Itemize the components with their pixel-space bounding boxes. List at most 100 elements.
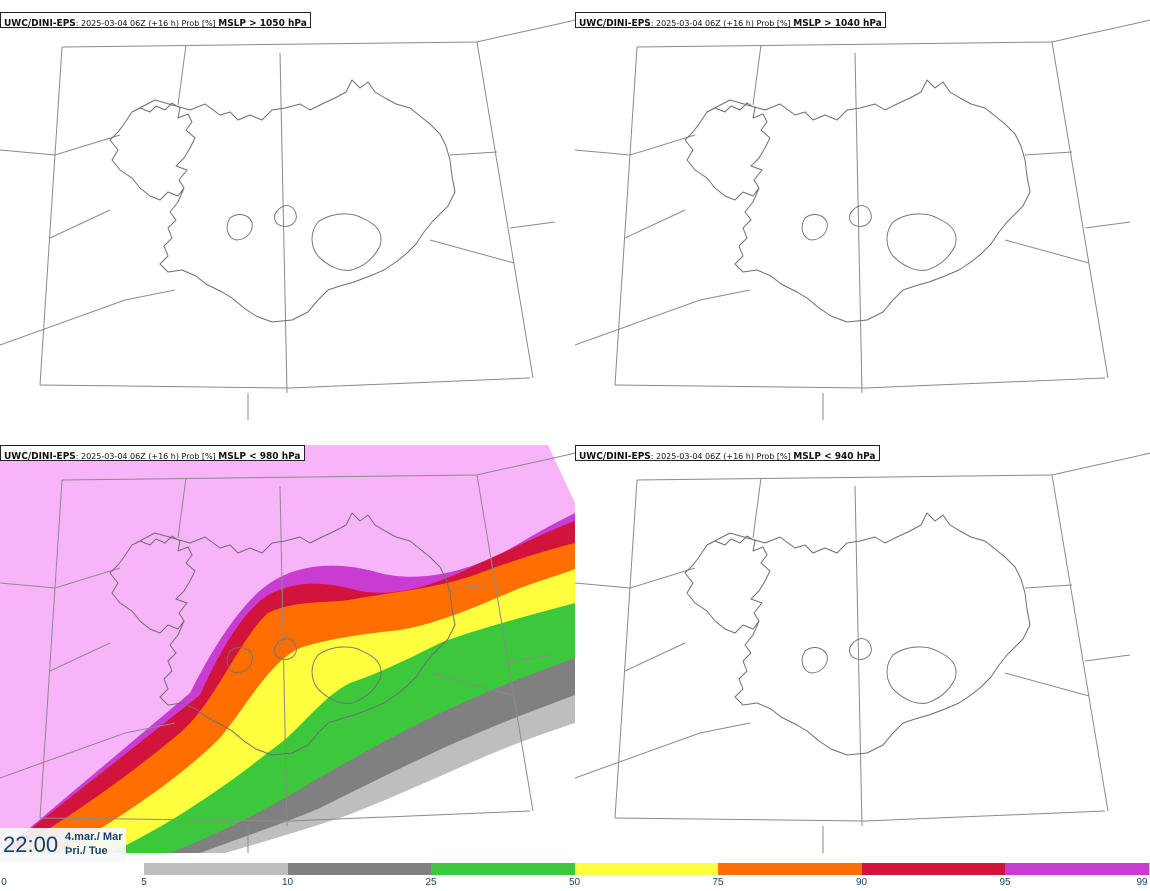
graticule-line	[39, 46, 63, 386]
iceland-coastline	[684, 512, 1031, 756]
valid-time-clock: 22:00	[3, 832, 59, 857]
panel-title: UWC/DINI-EPS: 2025-03-04 06Z (+16 h) Pro…	[0, 445, 305, 462]
graticule-line	[49, 209, 111, 239]
graticule-line	[39, 479, 63, 819]
valid-time-box: 22:00 4.mar./ Mar Þri./ Tue	[0, 828, 126, 862]
graticule-line	[509, 221, 556, 229]
model-name: UWC/DINI-EPS	[579, 18, 651, 29]
graticule-line	[279, 485, 288, 827]
legend-swatch	[1148, 863, 1150, 875]
glacier-outline	[274, 638, 297, 660]
glacier-outline	[849, 638, 872, 660]
model-name: UWC/DINI-EPS	[4, 18, 76, 29]
legend-swatch	[1005, 863, 1150, 875]
map-canvas	[575, 452, 1150, 853]
graticule-line	[279, 52, 288, 394]
graticule-line	[1084, 221, 1131, 229]
graticule-line	[854, 52, 863, 394]
graticule-line	[0, 134, 121, 156]
graticule-line	[476, 19, 575, 43]
legend-tick-label: 99	[1136, 877, 1148, 888]
graticule-line	[1004, 672, 1090, 697]
map-overlay	[575, 19, 1150, 420]
graticule-line	[614, 479, 638, 819]
glacier-outline	[801, 214, 828, 241]
graticule-line	[429, 239, 515, 264]
graticule-line	[575, 134, 696, 156]
graticule-line	[752, 477, 762, 539]
legend-swatch	[431, 863, 576, 875]
graticule-line	[575, 289, 751, 346]
graticule-line	[1051, 41, 1109, 379]
graticule-line	[476, 41, 534, 379]
run-info: : 2025-03-04 06Z (+16 h) Prob [%]	[650, 452, 794, 461]
graticule-line	[636, 41, 1053, 48]
legend-tick-label: 0	[1, 877, 7, 888]
panel-mslp-lt-980: UWC/DINI-EPS: 2025-03-04 06Z (+16 h) Pro…	[0, 433, 575, 853]
legend-tick-label: 90	[855, 877, 868, 888]
graticule-line	[49, 642, 111, 672]
parameter-label: MSLP < 940 hPa	[793, 451, 876, 462]
glacier-outline	[226, 214, 253, 241]
graticule-line	[1051, 452, 1150, 476]
graticule-line	[177, 477, 187, 539]
map-overlay	[0, 452, 575, 853]
graticule-line	[624, 642, 686, 672]
graticule-line	[575, 722, 751, 779]
graticule-line	[449, 584, 498, 589]
model-name: UWC/DINI-EPS	[579, 451, 651, 462]
map-canvas	[0, 445, 575, 853]
graticule-line	[624, 209, 686, 239]
iceland-coastline	[109, 512, 456, 756]
glacier-outline	[226, 647, 253, 674]
graticule-line	[752, 44, 762, 106]
graticule-line	[0, 567, 121, 589]
graticule-line	[177, 44, 187, 106]
legend-tick-label: 25	[425, 877, 437, 888]
glacier-outline	[849, 205, 872, 227]
graticule-line	[0, 289, 176, 346]
legend-swatch	[144, 863, 289, 875]
panel-title: UWC/DINI-EPS: 2025-03-04 06Z (+16 h) Pro…	[575, 445, 880, 462]
run-info: : 2025-03-04 06Z (+16 h) Prob [%]	[75, 19, 219, 28]
graticule-line	[1051, 19, 1150, 43]
glacier-outline	[886, 646, 957, 704]
iceland-coastline	[109, 79, 456, 323]
probability-field	[0, 445, 575, 853]
legend-tick-label: 75	[712, 877, 724, 888]
graticule-line	[39, 377, 531, 389]
graticule-line	[1024, 584, 1073, 589]
legend-tick-label: 5	[141, 877, 147, 888]
legend-swatch	[287, 863, 432, 875]
graticule-line	[1004, 239, 1090, 264]
graticule-line	[1024, 151, 1073, 156]
map-overlay	[0, 19, 575, 420]
graticule-line	[429, 672, 515, 697]
graticule-line	[614, 810, 1106, 822]
graticule-line	[449, 151, 498, 156]
graticule-line	[476, 452, 575, 476]
graticule-line	[61, 41, 478, 48]
panel-mslp-gt-1050: UWC/DINI-EPS: 2025-03-04 06Z (+16 h) Pro…	[0, 0, 575, 420]
panel-mslp-lt-940: UWC/DINI-EPS: 2025-03-04 06Z (+16 h) Pro…	[575, 433, 1150, 853]
map-canvas	[0, 19, 575, 420]
panel-title: UWC/DINI-EPS: 2025-03-04 06Z (+16 h) Pro…	[575, 12, 886, 29]
band-below-5	[225, 723, 575, 853]
graticule-line	[1051, 474, 1109, 812]
panel-mslp-gt-1040: UWC/DINI-EPS: 2025-03-04 06Z (+16 h) Pro…	[575, 0, 1150, 420]
parameter-label: MSLP < 980 hPa	[218, 451, 301, 462]
valid-date-line1: 4.mar./ Mar	[65, 831, 123, 843]
parameter-label: MSLP > 1050 hPa	[218, 18, 307, 29]
run-info: : 2025-03-04 06Z (+16 h) Prob [%]	[75, 452, 219, 461]
graticule-line	[1084, 654, 1131, 662]
glacier-outline	[274, 205, 297, 227]
graticule-line	[636, 474, 1053, 481]
legend-tick-label: 50	[568, 877, 581, 888]
parameter-label: MSLP > 1040 hPa	[793, 18, 882, 29]
graticule-line	[614, 377, 1106, 389]
graticule-line	[0, 722, 176, 779]
glacier-outline	[886, 213, 957, 271]
panel-title: UWC/DINI-EPS: 2025-03-04 06Z (+16 h) Pro…	[0, 12, 311, 29]
glacier-outline	[311, 646, 382, 704]
